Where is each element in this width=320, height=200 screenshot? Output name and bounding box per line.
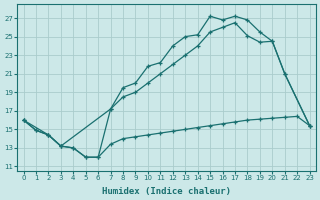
X-axis label: Humidex (Indice chaleur): Humidex (Indice chaleur): [102, 187, 231, 196]
